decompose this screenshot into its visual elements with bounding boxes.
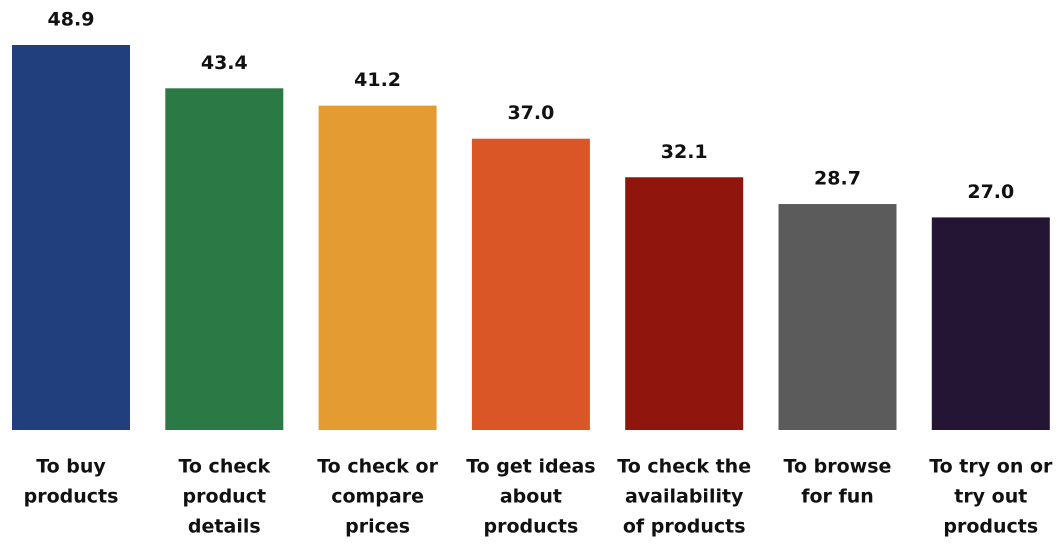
x-tick-label: To buy <box>36 456 106 478</box>
bar <box>12 45 130 430</box>
x-tick-label: To check the <box>617 456 751 478</box>
bar <box>471 138 590 430</box>
data-label: 43.4 <box>201 52 248 74</box>
x-tick-label: details <box>188 516 261 538</box>
x-tick-label: try out <box>954 486 1027 508</box>
x-tick-label: To check or <box>317 456 438 478</box>
data-label: 27.0 <box>967 181 1014 203</box>
x-tick-label: To check <box>178 456 270 478</box>
data-label: 28.7 <box>814 168 861 190</box>
x-tick-label: products <box>24 486 119 508</box>
x-tick-label: product <box>183 486 267 508</box>
x-tick-label: products <box>943 516 1038 538</box>
x-tick-label: availability <box>625 486 744 508</box>
bar <box>165 88 284 430</box>
x-tick-label: To try on or <box>929 456 1053 478</box>
x-tick-label: To browse <box>784 456 892 478</box>
data-label: 37.0 <box>507 102 554 124</box>
x-tick-label: of products <box>623 516 746 538</box>
bar <box>931 217 1050 430</box>
bar <box>778 204 897 430</box>
x-tick-label: products <box>483 516 578 538</box>
x-tick-label: To get ideas <box>466 456 595 478</box>
data-label: 32.1 <box>661 141 708 163</box>
data-label: 41.2 <box>354 69 401 91</box>
x-tick-label: for fun <box>801 486 874 508</box>
x-tick-label: about <box>500 486 562 508</box>
x-tick-label: prices <box>345 516 410 538</box>
x-tick-label: compare <box>331 486 424 508</box>
bar <box>625 177 744 430</box>
data-label: 48.9 <box>48 9 95 31</box>
bar <box>318 105 437 430</box>
